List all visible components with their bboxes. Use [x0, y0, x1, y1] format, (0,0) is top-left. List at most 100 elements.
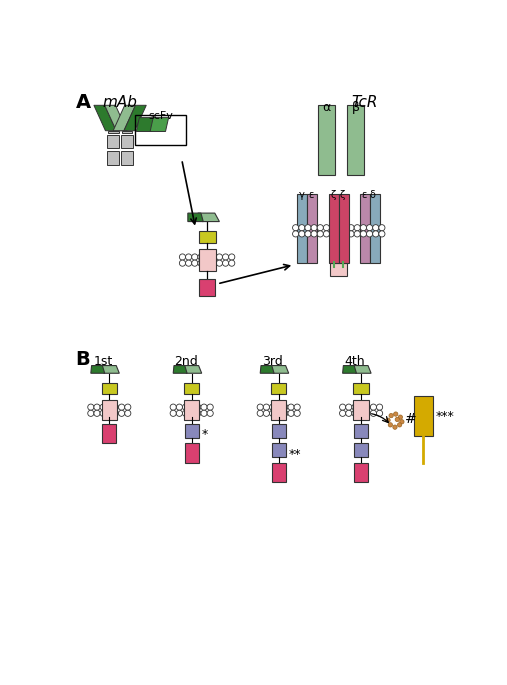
Circle shape [276, 410, 282, 416]
Circle shape [204, 254, 210, 260]
Circle shape [207, 410, 213, 416]
Polygon shape [173, 366, 187, 373]
Circle shape [317, 231, 323, 237]
Circle shape [263, 410, 269, 416]
Bar [272, 462, 285, 482]
Circle shape [305, 225, 311, 231]
Polygon shape [113, 105, 135, 131]
Bar [107, 134, 119, 149]
Bar [272, 443, 285, 457]
Circle shape [364, 404, 370, 410]
Text: B: B [76, 350, 90, 369]
Circle shape [207, 404, 213, 410]
Bar [272, 424, 285, 438]
Circle shape [393, 412, 398, 416]
Polygon shape [198, 213, 220, 221]
Text: ζ: ζ [340, 190, 345, 200]
Polygon shape [150, 118, 169, 132]
Polygon shape [124, 105, 146, 131]
Circle shape [186, 260, 192, 266]
Circle shape [223, 260, 229, 266]
Text: 1st: 1st [93, 355, 113, 368]
Polygon shape [188, 213, 203, 221]
Bar [354, 424, 368, 438]
Circle shape [204, 260, 210, 266]
Circle shape [125, 410, 131, 416]
Circle shape [330, 231, 336, 237]
Bar [329, 194, 339, 263]
Text: ε: ε [361, 190, 367, 200]
Circle shape [379, 225, 385, 231]
Text: ε: ε [308, 190, 314, 200]
Circle shape [348, 231, 354, 237]
Text: *: * [202, 428, 208, 441]
Circle shape [354, 231, 360, 237]
Circle shape [269, 410, 276, 416]
Bar [135, 114, 186, 145]
Circle shape [282, 410, 288, 416]
Circle shape [330, 225, 336, 231]
Polygon shape [104, 105, 127, 131]
Bar [199, 231, 215, 243]
Text: 3rd: 3rd [262, 355, 283, 368]
Circle shape [342, 225, 348, 231]
Text: TcR: TcR [352, 95, 378, 110]
Circle shape [358, 410, 364, 416]
Circle shape [201, 410, 207, 416]
Circle shape [348, 225, 354, 231]
Bar [184, 382, 199, 394]
Circle shape [223, 254, 229, 260]
Circle shape [179, 254, 186, 260]
Circle shape [100, 404, 106, 410]
Circle shape [323, 225, 330, 231]
Circle shape [323, 231, 330, 237]
Bar [101, 382, 117, 394]
Circle shape [358, 404, 364, 410]
Circle shape [189, 410, 195, 416]
Bar [101, 400, 117, 420]
Circle shape [367, 231, 373, 237]
Polygon shape [136, 118, 155, 132]
Circle shape [388, 423, 392, 427]
Circle shape [305, 231, 311, 237]
Circle shape [354, 225, 360, 231]
Circle shape [317, 225, 323, 231]
Circle shape [370, 410, 377, 416]
Circle shape [288, 410, 294, 416]
Bar [360, 194, 370, 263]
Circle shape [398, 415, 403, 419]
Circle shape [377, 404, 383, 410]
Bar [199, 249, 215, 271]
Polygon shape [343, 366, 356, 373]
Circle shape [257, 410, 263, 416]
Circle shape [299, 225, 305, 231]
Circle shape [198, 254, 204, 260]
Circle shape [263, 404, 269, 410]
Circle shape [276, 404, 282, 410]
Bar [271, 400, 286, 420]
Circle shape [229, 254, 235, 260]
Circle shape [186, 254, 192, 260]
Circle shape [94, 410, 100, 416]
Circle shape [170, 404, 176, 410]
Circle shape [373, 231, 379, 237]
Bar [354, 443, 368, 457]
Circle shape [119, 410, 125, 416]
Circle shape [88, 404, 94, 410]
Text: mAb: mAb [102, 95, 137, 110]
Circle shape [389, 414, 393, 418]
Circle shape [125, 404, 131, 410]
Circle shape [179, 260, 186, 266]
Bar [199, 279, 215, 296]
Circle shape [119, 404, 125, 410]
Circle shape [94, 404, 100, 410]
Circle shape [346, 410, 352, 416]
Bar [107, 151, 119, 164]
Circle shape [210, 254, 216, 260]
Bar [339, 194, 349, 263]
Circle shape [294, 410, 300, 416]
Circle shape [229, 260, 235, 266]
Circle shape [299, 231, 305, 237]
Circle shape [379, 231, 385, 237]
Bar [108, 131, 119, 133]
